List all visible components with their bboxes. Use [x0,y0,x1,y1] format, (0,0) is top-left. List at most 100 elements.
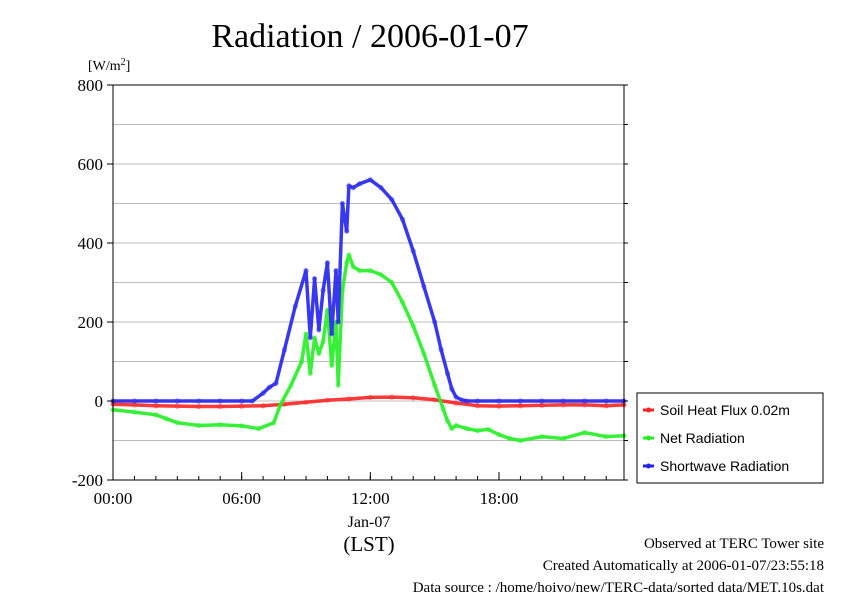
series-point [582,429,588,436]
y-tick-label: 400 [78,234,104,253]
legend-label: Soil Heat Flux 0.02m [660,402,790,418]
series-point [217,398,223,404]
series-point [196,398,202,404]
series-point [453,422,459,429]
series-point [438,347,444,353]
series-layer [110,177,627,444]
series-point [239,423,245,429]
series-point [256,426,262,432]
x-tick-label: 18:00 [480,489,519,508]
series-point [389,196,395,203]
series-point [432,382,438,388]
series-point [496,431,502,438]
series-point [266,384,273,390]
chart-title: Radiation / 2006-01-07 [211,18,528,55]
series-point [288,382,294,388]
series-point [444,370,451,376]
tick-layer: -200 0 200 400 600 800 00:00 06:00 12:00 18:00 [72,76,628,508]
series-point [316,327,322,333]
series-point [249,398,255,404]
footer-observed: Observed at TERC Tower site [643,536,824,552]
y-tick-label: 800 [78,76,104,95]
series-point [303,331,309,337]
series-point [421,350,427,357]
footer-source: Data source : /home/hoivo/new/TERC-data/… [412,580,824,596]
series-point [339,200,346,207]
series-point [432,319,438,325]
series-point [389,279,395,286]
series-point [560,435,566,442]
series-point [496,398,502,404]
x-axis-label: (LST) [343,532,394,556]
series-point [260,390,266,396]
series-point [453,394,459,400]
series-point [335,319,341,325]
series-point [324,397,331,403]
series-point [303,268,309,274]
series-point [292,303,298,309]
y-tick-label: 200 [78,313,104,332]
series-point [131,398,138,404]
series-point [367,177,373,183]
series-point [432,397,438,403]
y-tick-label: 600 [78,155,104,174]
series-point [153,412,159,418]
series-point [517,437,524,444]
series-point [539,398,545,404]
series-point [410,395,416,401]
series-point [453,400,459,406]
x-tick-label: 06:00 [222,489,261,508]
footer-created: Created Automatically at 2006-01-07/23:5… [542,558,824,574]
series-point [496,403,502,409]
legend-marker [646,435,651,441]
series-point [399,299,406,305]
series-point [440,406,446,412]
series-point [367,394,373,401]
series-point [344,228,350,234]
series-point [444,418,451,424]
series-point [344,260,350,266]
series-point [378,271,384,278]
series-point [307,335,313,341]
y-axis-label-tail: ] [126,59,131,74]
series-point [346,252,352,258]
series-point [350,264,356,270]
series-point [217,403,223,410]
series-point [303,399,309,405]
series-point [485,426,491,433]
series-point [350,185,356,191]
series-point [281,347,288,353]
series-point [299,358,305,365]
x-tick-label: 12:00 [351,489,390,508]
series-point [196,403,202,410]
series-point [131,409,138,415]
series-point [153,398,159,404]
series-point [399,216,406,222]
series-point [474,428,481,434]
series-point [329,331,335,337]
x-tick-label: 00:00 [94,489,133,508]
series-point [449,386,455,392]
series-point [311,275,318,282]
series-point [239,398,245,404]
series-line [111,395,626,409]
series-point [333,268,339,274]
series-point [464,398,470,404]
legend-box [636,392,824,484]
series-point [539,433,545,440]
legend-marker [646,463,651,469]
series-point [316,350,322,357]
series-point [273,380,279,386]
series-point [239,403,245,409]
legend-label: Net Radiation [660,430,745,446]
series-point [307,370,313,376]
series-point [474,398,481,404]
series-point [603,433,609,440]
grid-layer [113,124,624,441]
y-axis-label-sup: 2 [121,57,126,68]
series-point [324,260,331,266]
series-point [389,394,395,400]
series-point [582,398,588,404]
series-point [217,422,223,428]
